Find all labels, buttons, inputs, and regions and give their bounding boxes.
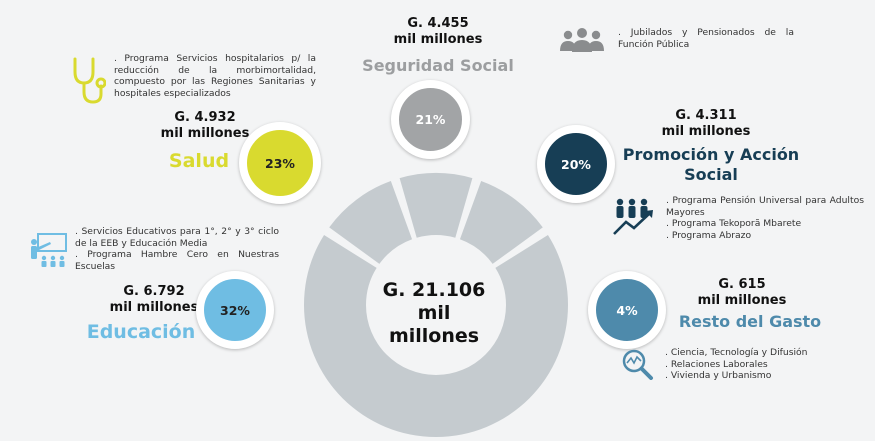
donut-segment-promocion	[459, 180, 543, 264]
seguridad-amount-value: G. 4.455	[407, 16, 469, 31]
promocion-desc-item-3: . Programa Abrazo	[666, 229, 752, 241]
salud-amount: G. 4.932 mil millones	[150, 110, 260, 142]
promocion-amount-value: G. 4.311	[675, 108, 737, 123]
educacion-amount-value: G. 6.792	[123, 284, 185, 299]
donut-segment-salud	[329, 180, 413, 264]
promocion-title: Promoción y Acción Social	[613, 145, 809, 185]
donut-segment-seguridad	[399, 173, 473, 238]
stethoscope-icon	[73, 57, 106, 104]
salud-percent: 23%	[265, 155, 295, 171]
educacion-percent-bubble: 32%	[196, 271, 274, 349]
educacion-title: Educación	[86, 321, 196, 343]
educacion-desc-item-1: . Servicios Educativos para 1°, 2° y 3° …	[75, 226, 279, 249]
seguridad-amount: G. 4.455 mil millones	[370, 16, 506, 48]
educacion-percent: 32%	[220, 302, 250, 318]
donut-segment-educacion	[304, 235, 377, 305]
total-amount: G. 21.106 mil millones	[375, 279, 493, 348]
seguridad-percent: 21%	[415, 112, 446, 127]
donut-segments	[304, 173, 568, 438]
salud-percent-bubble: 23%	[239, 122, 321, 204]
promocion-percent-bubble: 20%	[537, 125, 615, 203]
salud-description: . Programa Servicios hospitalarios p/ la…	[114, 53, 316, 99]
total-line1: G. 21.106	[382, 279, 486, 301]
resto-description: . Ciencia, Tecnología y Difusión . Relac…	[665, 347, 845, 382]
donut-lower-ring	[304, 305, 568, 438]
teacher-board-icon	[31, 233, 67, 267]
resto-desc-item-3: . Vivienda y Urbanismo	[665, 370, 772, 381]
promocion-title-line1: Promoción y Acción	[622, 145, 800, 164]
people-group-icon	[560, 28, 604, 52]
resto-desc-item-2: . Relaciones Laborales	[665, 358, 768, 370]
donut-segment-resto	[495, 235, 568, 305]
promocion-desc-item-1: . Programa Pensión Universal para Adulto…	[666, 195, 864, 218]
resto-amount-value: G. 615	[718, 277, 766, 292]
salud-amount-value: G. 4.932	[174, 110, 236, 125]
educacion-amount-unit: mil millones	[109, 300, 199, 315]
growth-people-icon	[613, 198, 653, 235]
resto-title: Resto del Gasto	[678, 312, 822, 331]
educacion-desc-item-2: . Programa Hambre Cero en Nuestras Escue…	[75, 249, 279, 272]
total-line3: millones	[388, 325, 480, 347]
resto-amount: G. 615 mil millones	[690, 277, 794, 309]
educacion-description: . Servicios Educativos para 1°, 2° y 3° …	[75, 226, 279, 272]
seguridad-amount-unit: mil millones	[393, 32, 483, 47]
promocion-percent: 20%	[561, 156, 591, 172]
promocion-desc-item-2: . Programa Tekoporã Mbarete	[666, 218, 802, 229]
promocion-description: . Programa Pensión Universal para Adulto…	[666, 195, 864, 241]
promocion-amount-unit: mil millones	[661, 124, 751, 139]
promocion-title-line2: Social	[684, 165, 738, 184]
resto-percent-bubble: 4%	[588, 271, 666, 349]
resto-amount-unit: mil millones	[697, 293, 787, 308]
seguridad-description: . Jubilados y Pensionados de la Función …	[618, 27, 794, 50]
salud-amount-unit: mil millones	[160, 126, 250, 141]
resto-percent: 4%	[616, 302, 638, 318]
educacion-amount: G. 6.792 mil millones	[96, 284, 212, 316]
seguridad-title: Seguridad Social	[362, 56, 514, 75]
total-line2: mil	[417, 302, 451, 324]
seguridad-percent-bubble: 21%	[391, 80, 470, 159]
promocion-amount: G. 4.311 mil millones	[646, 108, 766, 140]
magnifier-chart-icon	[622, 349, 653, 380]
resto-desc-item-1: . Ciencia, Tecnología y Difusión	[665, 347, 808, 358]
salud-title: Salud	[168, 150, 230, 172]
